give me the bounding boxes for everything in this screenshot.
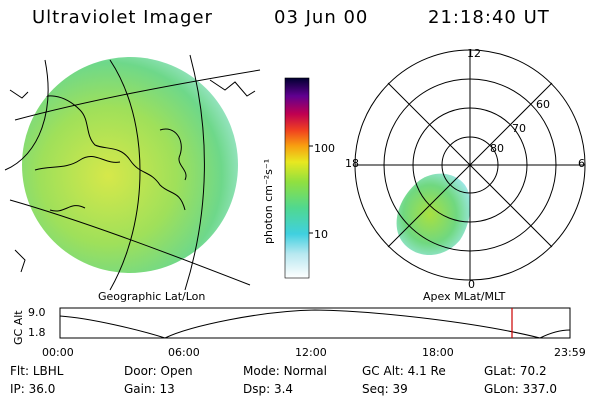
info-ip: IP: 36.0 <box>10 382 56 396</box>
app-title: Ultraviolet Imager <box>32 7 213 28</box>
polar-label-18: 18 <box>345 157 359 170</box>
info-glat: GLat: 70.2 <box>484 364 547 378</box>
geographic-image <box>4 54 261 291</box>
polar-label-6: 6 <box>578 157 585 170</box>
info-gc-alt: GC Alt: 4.1 Re <box>362 364 446 378</box>
polar-lat-60: 60 <box>536 98 550 111</box>
altitude-tick-9: 9.0 <box>28 306 46 319</box>
altitude-tick-1-8: 1.8 <box>28 326 46 339</box>
altitude-plot <box>59 307 571 339</box>
time-label: 21:18:40 UT <box>428 7 550 28</box>
info-seq: Seq: 39 <box>362 382 408 396</box>
polar-lat-70: 70 <box>512 122 526 135</box>
info-gain: Gain: 13 <box>124 382 175 396</box>
altitude-xtick-0000: 00:00 <box>42 346 74 359</box>
info-glon: GLon: 337.0 <box>484 382 557 396</box>
colorbar-tick-10: 10 <box>314 228 328 241</box>
geo-panel-label: Geographic Lat/Lon <box>98 290 206 303</box>
polar-plot <box>354 49 586 281</box>
altitude-xtick-1200: 12:00 <box>295 346 327 359</box>
date-label: 03 Jun 00 <box>274 7 369 28</box>
altitude-xtick-2359: 23:59 <box>554 346 586 359</box>
polar-label-0: 0 <box>468 278 475 291</box>
altitude-xtick-1800: 18:00 <box>422 346 454 359</box>
info-flt: Flt: LBHL <box>10 364 64 378</box>
polar-panel-label: Apex MLat/MLT <box>423 290 506 303</box>
polar-label-12: 12 <box>467 47 481 60</box>
colorbar <box>284 77 313 279</box>
info-door: Door: Open <box>124 364 193 378</box>
colorbar-unit-label: photon cm⁻²s⁻¹ <box>262 158 275 244</box>
info-dsp: Dsp: 3.4 <box>243 382 294 396</box>
colorbar-tick-100: 100 <box>314 142 335 155</box>
altitude-curve <box>59 309 571 339</box>
info-mode: Mode: Normal <box>243 364 327 378</box>
altitude-axis-title: GC Alt <box>12 310 25 345</box>
auroral-oval <box>396 173 471 256</box>
polar-lat-80: 80 <box>490 142 504 155</box>
altitude-xtick-0600: 06:00 <box>168 346 200 359</box>
